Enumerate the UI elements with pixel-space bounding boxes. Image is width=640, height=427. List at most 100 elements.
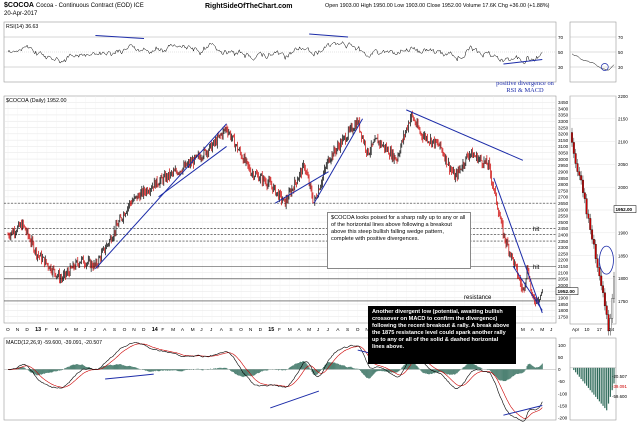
time-tick-label: A — [103, 327, 107, 333]
price-tick-label: 1850 — [558, 302, 569, 307]
price-tick-label: 3150 — [558, 138, 569, 143]
time-tick-label: M — [540, 327, 544, 333]
price-marker-label: 1952.00 — [558, 289, 576, 295]
price-tick-label: 2200 — [558, 258, 569, 263]
time-tick-label: 13 — [35, 327, 41, 333]
time-tick-label: M — [191, 327, 195, 333]
price-tick-label: 3000 — [558, 157, 569, 162]
time-tick-label: N — [132, 327, 136, 333]
rsi-divergence-line — [309, 33, 349, 38]
weekly-candle — [585, 198, 588, 215]
weekly-tick-label: 1850 — [618, 253, 628, 258]
price-tick-label: 3300 — [558, 119, 569, 124]
divergence-note: Another divergent low (potential, awaiti… — [368, 306, 516, 364]
weekly-candle — [589, 218, 592, 230]
price-tick-label: 3200 — [558, 132, 569, 137]
rsi-chart: 30 50 70 RSI(14) 36.63 — [4, 24, 564, 70]
weekly-macd-value-label: -20.507 — [612, 374, 627, 379]
rsi-divergence-line — [95, 35, 145, 39]
chart-name: Cocoa - Continuous Contract (EOD) ICE — [36, 3, 144, 9]
weekly-rsi-tick-label: 50 — [618, 50, 623, 55]
price-tick-label: 1900 — [558, 296, 569, 301]
price-panel-title: $COCOA (Daily) 1952.00 — [6, 98, 67, 104]
time-tick-label: J — [550, 327, 553, 333]
time-tick-label: M — [521, 327, 525, 333]
macd-divergence-line — [105, 373, 154, 380]
weekly-candle — [571, 132, 573, 143]
weekly-tick-label: 2050 — [618, 162, 628, 167]
price-tick-label: 2600 — [558, 207, 569, 212]
weekly-macd-value-label: -59.600 — [612, 394, 627, 399]
time-tick-label: M — [55, 327, 59, 333]
time-tick-label: N — [249, 327, 253, 333]
price-tick-label: 1800 — [558, 308, 569, 313]
time-tick-label: J — [210, 327, 213, 333]
time-tick-label: O — [6, 327, 10, 333]
time-tick-label: O — [123, 327, 127, 333]
weekly-tick-label: 2150 — [618, 117, 628, 122]
watermark: RightSideOfTheChart.com — [205, 3, 293, 10]
price-tick-label: 2850 — [558, 176, 569, 181]
weekly-candle — [591, 229, 594, 240]
weekly-tick-label: 2000 — [618, 185, 628, 190]
trendline — [158, 146, 227, 198]
weekly-time-label: 10 — [584, 327, 590, 332]
trendline — [274, 171, 329, 204]
weekly-tick-label: 2100 — [618, 139, 628, 144]
weekly-candle — [578, 171, 581, 176]
time-tick-label: J — [200, 327, 203, 333]
rsi-divergence-line — [503, 59, 543, 65]
time-tick-label: J — [84, 327, 87, 333]
weekly-rsi-chart: 30 50 70 — [570, 35, 623, 71]
weekly-candle — [609, 318, 612, 332]
macd-divergence-line — [270, 390, 320, 409]
macd-tick-label: -50 — [558, 379, 565, 384]
weekly-candle — [587, 213, 590, 219]
price-tick-label: 3400 — [558, 106, 569, 111]
time-tick-label: A — [181, 327, 185, 333]
weekly-tick-label: 2200 — [618, 94, 628, 99]
macd-tick-label: -200 — [558, 415, 568, 420]
weekly-candle — [602, 285, 604, 293]
price-tick-label: 3250 — [558, 125, 569, 130]
price-tick-label: 2900 — [558, 169, 569, 174]
rsi-panel-title: RSI(14) 36.63 — [6, 24, 38, 30]
trendline — [313, 118, 364, 204]
weekly-time-label: 17 — [597, 327, 603, 332]
time-tick-label: N — [365, 327, 369, 333]
time-tick-label: D — [142, 327, 146, 333]
price-tick-label: 2800 — [558, 182, 569, 187]
hit-label-upper: hit — [533, 227, 540, 233]
weekly-time-label: Apr — [572, 327, 580, 332]
price-tick-label: 2650 — [558, 201, 569, 206]
weekly-price-marker-label: 1952.00 — [616, 207, 633, 212]
wedge-note: $COCOA looks poised for a sharp rally up… — [327, 212, 471, 269]
weekly-time-label: 24 — [609, 327, 615, 332]
price-tick-label: 2950 — [558, 163, 569, 168]
weekly-tick-label: 1750 — [618, 299, 628, 304]
time-tick-label: S — [113, 327, 116, 333]
price-tick-label: 2500 — [558, 220, 569, 225]
weekly-rsi-tick-label: 70 — [618, 35, 623, 40]
macd-tick-label: 50 — [558, 355, 564, 360]
time-tick-label: F — [161, 327, 164, 333]
macd-tick-label: 100 — [558, 343, 566, 348]
time-tick-label: A — [64, 327, 68, 333]
hit-label-lower: hit — [533, 265, 540, 271]
price-tick-label: 2100 — [558, 270, 569, 275]
ohlc-readout: Open 1903.00 High 1950.00 Low 1903.00 Cl… — [325, 3, 550, 9]
weekly-candle — [582, 179, 584, 193]
time-tick-label: M — [307, 327, 311, 333]
time-tick-label: M — [171, 327, 175, 333]
weekly-macd-chart: -20.507 -39.091 -59.600 — [570, 367, 627, 411]
weekly-candle — [600, 275, 603, 286]
price-marker-box — [555, 287, 579, 295]
price-tick-label: 2550 — [558, 214, 569, 219]
time-tick-label: A — [297, 327, 301, 333]
price-tick-label: 2750 — [558, 188, 569, 193]
weekly-candle — [596, 258, 599, 268]
time-tick-label: J — [93, 327, 96, 333]
weekly-price-marker-box — [613, 205, 637, 213]
resistance-label: resistance — [464, 295, 492, 301]
time-tick-label: N — [16, 327, 20, 333]
